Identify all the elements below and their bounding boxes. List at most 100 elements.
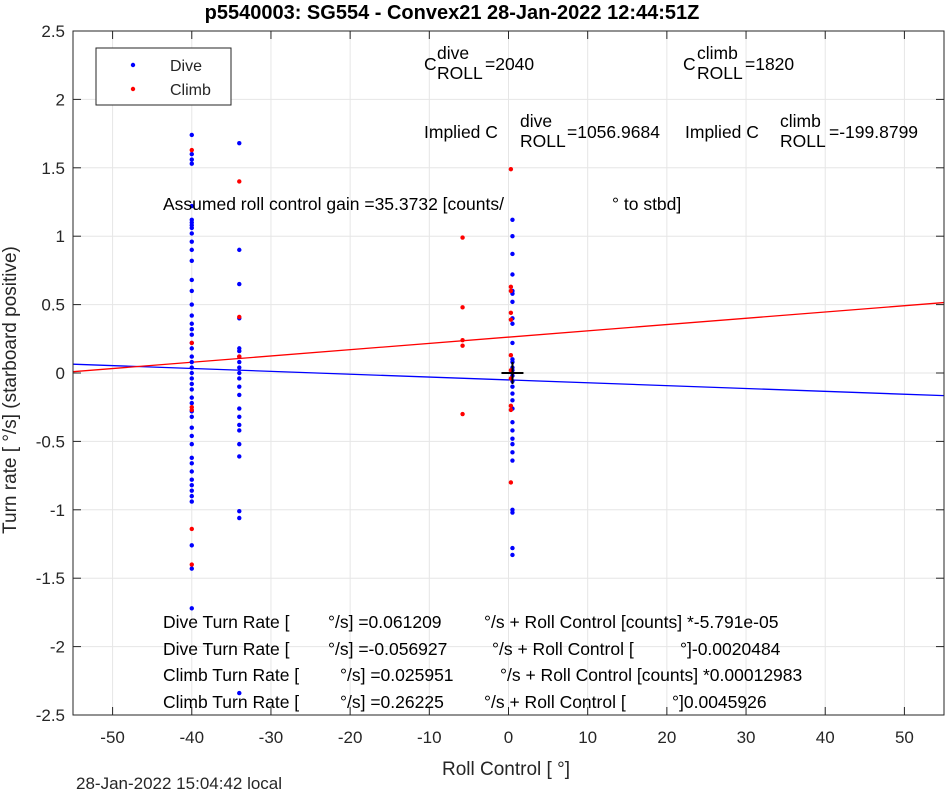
implied-c-climb-annotation: Implied C climb ROLL =-199.8799 xyxy=(685,111,918,151)
climb-rate-eq-1: Climb Turn Rate [ °/s] =0.025951 °/s + R… xyxy=(163,665,802,685)
dive-point xyxy=(189,566,194,571)
x-tick-label: -30 xyxy=(259,728,284,747)
climb-point xyxy=(508,353,514,358)
dive-point xyxy=(510,436,515,441)
dive-point xyxy=(237,365,242,370)
legend-dive-label: Dive xyxy=(170,58,202,75)
dive-point xyxy=(189,381,194,387)
dive-point xyxy=(189,157,194,162)
climb-point xyxy=(237,179,242,184)
legend-dive-marker xyxy=(130,62,136,68)
c-dive-sub: ROLL xyxy=(437,63,483,83)
legend-climb-label: Climb xyxy=(170,82,211,99)
y-tick-label: 2.5 xyxy=(41,22,65,41)
dive-point xyxy=(510,428,515,433)
dive-rate-eq-1: Dive Turn Rate [ °/s] =0.061209 °/s + Ro… xyxy=(163,612,778,632)
dive-point xyxy=(237,441,242,447)
x-tick-label: -10 xyxy=(417,728,442,747)
dive-point xyxy=(510,384,515,389)
dive-point xyxy=(189,606,194,611)
dive-rate-1-b: °/s] =0.061209 xyxy=(328,612,442,632)
dive-point xyxy=(189,327,194,332)
dive-point xyxy=(189,376,194,381)
legend: Dive Climb xyxy=(95,47,232,106)
dive-point xyxy=(510,420,515,425)
y-tick-label: 2 xyxy=(56,90,65,109)
dive-point xyxy=(189,425,194,430)
y-tick-label: 1 xyxy=(56,227,65,246)
x-tick-label: 30 xyxy=(737,728,756,747)
dive-rate-2-c: °/s + Roll Control [ xyxy=(492,639,634,659)
climb-rate-1-a: Climb Turn Rate [ xyxy=(163,665,299,685)
dive-point xyxy=(510,234,515,239)
climb-point xyxy=(237,354,242,359)
climb-rate-2-b: °/s] =0.26225 xyxy=(340,692,444,712)
climb-point xyxy=(508,284,514,290)
climb-point xyxy=(508,288,514,294)
dive-point xyxy=(189,543,194,548)
dive-point xyxy=(189,493,194,499)
c-climb-sub: ROLL xyxy=(697,63,743,83)
dive-point xyxy=(237,359,242,365)
y-tick-label: -0.5 xyxy=(36,432,65,451)
dive-point xyxy=(189,161,194,166)
implied-dive-sup: dive xyxy=(520,111,552,131)
dive-point xyxy=(237,281,242,287)
climb-point xyxy=(189,526,194,532)
dive-point xyxy=(189,354,194,359)
y-tick-label: -2.5 xyxy=(36,706,65,725)
dive-point xyxy=(237,384,242,389)
c-roll-climb-annotation: C climb ROLL =1820 xyxy=(683,43,794,83)
dive-points xyxy=(189,132,515,696)
dive-point xyxy=(189,488,194,493)
dive-point xyxy=(189,461,194,466)
implied-dive-base: Implied C xyxy=(424,122,498,142)
dive-point xyxy=(237,376,242,381)
climb-point xyxy=(508,407,514,413)
x-tick-label: 10 xyxy=(578,728,597,747)
dive-point xyxy=(510,510,515,515)
dive-point xyxy=(510,441,515,447)
dive-point xyxy=(189,499,194,504)
climb-point xyxy=(508,403,514,409)
dive-rate-1-a: Dive Turn Rate [ xyxy=(163,612,290,632)
climb-point xyxy=(508,480,514,485)
dive-point xyxy=(189,321,194,326)
implied-climb-sup: climb xyxy=(780,111,821,131)
dive-point xyxy=(237,140,242,146)
dive-point xyxy=(189,365,194,370)
y-axis-label: Turn rate [ °/s] (starboard positive) xyxy=(0,246,21,534)
dive-point xyxy=(510,340,515,346)
dive-point xyxy=(237,348,242,354)
y-tick-label: 0.5 xyxy=(41,296,65,315)
dive-point xyxy=(189,455,194,461)
x-tick-label: -50 xyxy=(100,728,125,747)
dive-point xyxy=(189,469,194,474)
dive-point xyxy=(237,247,242,253)
climb-point xyxy=(460,343,465,348)
dive-rate-2-d: °]-0.0020484 xyxy=(680,639,781,659)
climb-point xyxy=(508,166,514,172)
dive-point xyxy=(189,332,194,337)
implied-climb-value: =-199.8799 xyxy=(829,122,918,142)
x-tick-label: 50 xyxy=(895,728,914,747)
implied-c-dive-annotation: Implied C dive ROLL =1056.9684 xyxy=(424,111,660,151)
dive-point xyxy=(510,552,515,558)
dive-point xyxy=(189,239,194,244)
dive-point xyxy=(189,441,194,447)
dive-point xyxy=(510,272,515,277)
y-tick-labels: 2.5 2 1.5 1 0.5 0 -0.5 -1 -1.5 -2 -2.5 xyxy=(36,22,65,725)
climb-point xyxy=(460,305,465,310)
gain-text-a: Assumed roll control gain =35.3732 [coun… xyxy=(163,194,504,214)
implied-climb-base: Implied C xyxy=(685,122,759,142)
dive-point xyxy=(510,450,515,455)
x-tick-label: -20 xyxy=(338,728,363,747)
footer-timestamp: 28-Jan-2022 15:04:42 local xyxy=(76,774,282,792)
dive-point xyxy=(510,458,515,463)
climb-rate-1-c: °/s + Roll Control [counts] *0.00012983 xyxy=(500,665,802,685)
climb-point xyxy=(460,337,465,343)
legend-climb-marker xyxy=(130,86,136,92)
climb-rate-2-c: °/s + Roll Control [ xyxy=(484,692,626,712)
dive-rate-2-b: °/s] =-0.056927 xyxy=(328,639,447,659)
